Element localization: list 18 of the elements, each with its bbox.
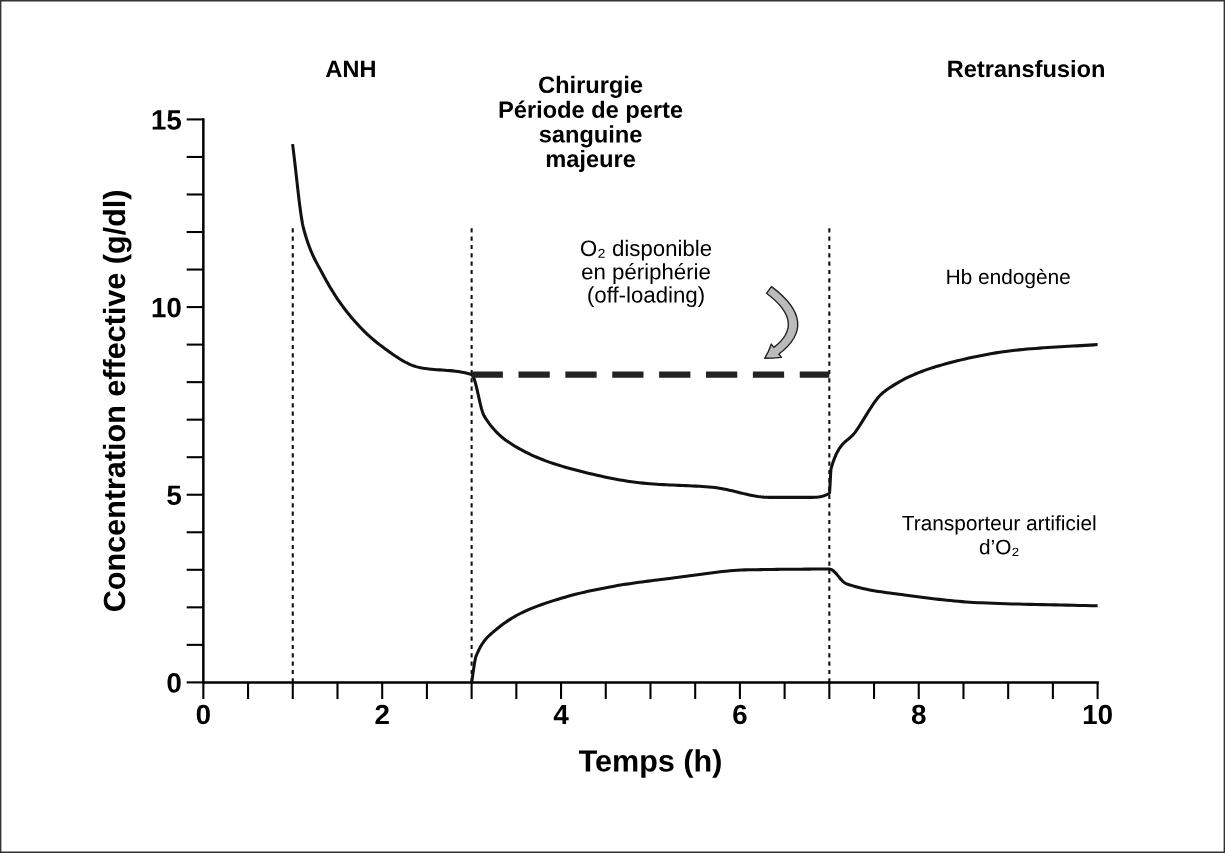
y-tick-label: 5 (167, 485, 182, 506)
series-label: Transporteur artificiel d’O₂ (902, 515, 1096, 556)
y-tick-label: 0 (167, 673, 181, 693)
x-tick-label: 4 (553, 704, 569, 725)
y-tick-label: 15 (152, 110, 182, 130)
text: Hb endogène (947, 268, 1070, 289)
x-tick-label: 8 (911, 704, 926, 725)
x-tick-label: 2 (375, 704, 389, 725)
x-tick-label: 6 (733, 704, 747, 725)
text: ANH (325, 60, 375, 77)
annotation: Chirurgie Période de perte sanguine majeure (499, 75, 683, 172)
text: Retransfusion (948, 59, 1104, 78)
x-axis-title: Temps (h) (578, 749, 721, 778)
y-tick-label: 10 (152, 297, 181, 318)
x-tick-label: 10 (1083, 704, 1112, 725)
x-tick-label: 0 (196, 704, 210, 725)
annotation: O₂ disponible en périphérie (off-loading) (580, 239, 712, 308)
y-axis-title: Concentration effective (g/dl) (102, 191, 132, 611)
